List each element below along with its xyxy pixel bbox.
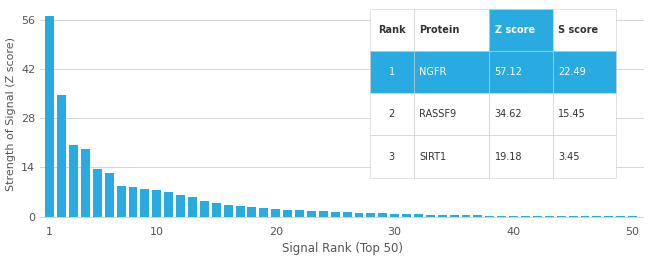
Text: 15.45: 15.45 — [558, 109, 586, 119]
Bar — [462, 215, 471, 217]
Bar — [413, 9, 489, 51]
Bar — [116, 186, 125, 217]
Bar — [552, 9, 616, 51]
Bar — [552, 93, 616, 135]
Bar — [140, 189, 150, 217]
Bar — [331, 212, 340, 217]
Text: 1: 1 — [389, 67, 395, 77]
Bar — [592, 216, 601, 217]
Text: Z score: Z score — [495, 25, 535, 35]
Bar — [259, 208, 268, 217]
Bar — [295, 210, 304, 217]
Bar — [552, 51, 616, 93]
Bar — [489, 135, 552, 178]
Y-axis label: Strength of Signal (Z score): Strength of Signal (Z score) — [6, 37, 16, 191]
Bar — [628, 216, 637, 217]
Bar — [489, 9, 552, 51]
Bar — [552, 135, 616, 178]
Bar — [248, 207, 256, 217]
Bar — [188, 197, 197, 217]
Text: SIRT1: SIRT1 — [419, 152, 446, 162]
Text: NGFR: NGFR — [419, 67, 447, 77]
Bar — [569, 216, 578, 217]
Text: Protein: Protein — [419, 25, 460, 35]
Bar — [369, 135, 413, 178]
Text: Rank: Rank — [378, 25, 406, 35]
Text: S score: S score — [558, 25, 598, 35]
Bar — [509, 216, 518, 217]
Bar — [152, 190, 161, 217]
Bar — [367, 213, 375, 217]
Text: 22.49: 22.49 — [558, 67, 586, 77]
Bar — [81, 149, 90, 217]
Bar — [235, 206, 244, 217]
Text: 3: 3 — [389, 152, 395, 162]
X-axis label: Signal Rank (Top 50): Signal Rank (Top 50) — [282, 242, 403, 256]
Bar — [580, 216, 590, 217]
Bar — [533, 216, 542, 217]
Bar — [414, 215, 423, 217]
Bar — [354, 213, 363, 217]
Bar — [489, 93, 552, 135]
Bar — [200, 201, 209, 217]
Bar — [438, 215, 447, 217]
Text: 2: 2 — [389, 109, 395, 119]
Bar — [319, 211, 328, 217]
Bar — [212, 203, 221, 217]
Bar — [616, 216, 625, 217]
Bar — [369, 9, 413, 51]
Text: 3.45: 3.45 — [558, 152, 580, 162]
Bar — [413, 51, 489, 93]
Text: RASSF9: RASSF9 — [419, 109, 456, 119]
Text: 57.12: 57.12 — [495, 67, 523, 77]
Bar — [557, 216, 566, 217]
Bar — [307, 211, 316, 217]
Text: 34.62: 34.62 — [495, 109, 522, 119]
Bar — [129, 187, 137, 217]
Bar — [450, 215, 459, 217]
Bar — [402, 214, 411, 217]
Bar — [426, 215, 435, 217]
Bar — [224, 205, 233, 217]
Bar — [604, 216, 613, 217]
Bar — [105, 173, 114, 217]
Bar — [283, 210, 292, 217]
Bar — [164, 192, 173, 217]
Text: 19.18: 19.18 — [495, 152, 522, 162]
Bar — [545, 216, 554, 217]
Bar — [521, 216, 530, 217]
Bar — [486, 216, 494, 217]
Bar — [489, 51, 552, 93]
Bar — [390, 214, 399, 217]
Bar — [176, 195, 185, 217]
Bar — [69, 145, 78, 217]
Bar — [271, 209, 280, 217]
Bar — [46, 16, 54, 217]
Bar — [57, 95, 66, 217]
Bar — [93, 169, 102, 217]
Bar — [369, 51, 413, 93]
Bar — [378, 213, 387, 217]
Bar — [343, 212, 352, 217]
Bar — [369, 93, 413, 135]
Bar — [413, 93, 489, 135]
Bar — [473, 216, 482, 217]
Bar — [497, 216, 506, 217]
Bar — [413, 135, 489, 178]
